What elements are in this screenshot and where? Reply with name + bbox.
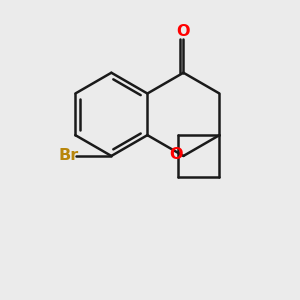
Text: Br: Br	[58, 148, 79, 164]
Text: O: O	[169, 147, 183, 162]
Text: O: O	[177, 24, 190, 39]
